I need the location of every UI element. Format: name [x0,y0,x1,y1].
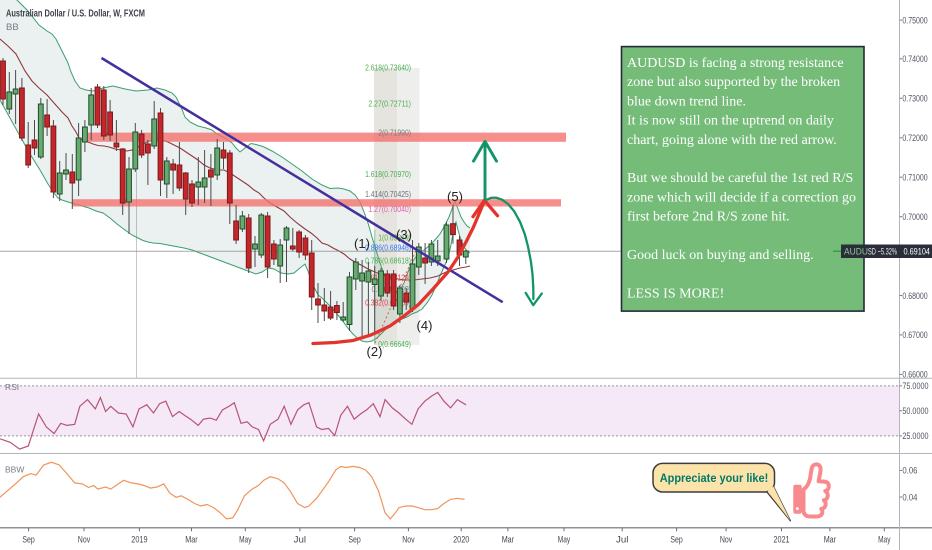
svg-text:Sep: Sep [22,535,34,545]
svg-text:Jul: Jul [616,535,628,545]
svg-text:Sep: Sep [348,535,360,545]
svg-text:zone which will decide if a co: zone which will decide if a correction g… [627,190,856,205]
svg-text:(1): (1) [354,236,370,251]
svg-text:Sep: Sep [670,535,682,545]
svg-text:0.68000: 0.68000 [902,291,927,301]
svg-text:(4): (4) [417,318,433,333]
svg-text:50.0000: 50.0000 [902,406,928,416]
svg-text:2019: 2019 [131,535,147,545]
svg-text:But we should be careful the 1: But we should be careful the 1st red R/S [627,171,853,186]
svg-text:0.72000: 0.72000 [902,133,927,143]
svg-text:2021: 2021 [773,535,789,545]
svg-text:Australian Dollar / U.S. Dolla: Australian Dollar / U.S. Dollar, W, FXCM [6,8,145,20]
svg-text:(2): (2) [367,344,383,359]
svg-text:0.382(0.67669): 0.382(0.67669) [365,298,411,308]
svg-text:1.414(0.70425): 1.414(0.70425) [365,189,411,199]
svg-text:May: May [558,535,571,545]
svg-text:0.786(0.68618): 0.786(0.68618) [365,256,411,266]
svg-text:zone but also supported by the: zone but also supported by the broken [627,75,840,90]
svg-text:BBW: BBW [5,465,24,475]
svg-text:LESS IS MORE!: LESS IS MORE! [627,286,724,301]
svg-text:0.67000: 0.67000 [902,330,927,340]
svg-text:AUDUSD is facing a strong resi: AUDUSD is facing a strong resistance [627,56,844,71]
svg-text:75.0000: 75.0000 [902,381,928,391]
svg-text:first before 2nd R/S zone hit.: first before 2nd R/S zone hit. [627,210,790,225]
svg-text:RSI: RSI [5,382,19,392]
svg-text:It is now still on the uptrend: It is now still on the uptrend on daily [627,114,834,129]
svg-text:SD −5.32%: SD −5.32% [868,246,897,256]
svg-text:0.06: 0.06 [902,466,917,476]
svg-text:25.0000: 25.0000 [902,431,928,441]
svg-text:0(0.66649): 0(0.66649) [378,339,411,349]
svg-text:chart, going alone with the re: chart, going alone with the red arrow. [627,133,837,148]
svg-text:(5): (5) [447,189,463,204]
svg-text:Nov: Nov [720,535,733,545]
svg-text:2.618(0.73640): 2.618(0.73640) [365,63,411,73]
svg-text:May: May [239,535,252,545]
svg-text:0.73000: 0.73000 [902,94,927,104]
svg-text:0.71000: 0.71000 [902,173,927,183]
svg-text:0.75000: 0.75000 [902,15,927,25]
svg-text:2.27(0.72711): 2.27(0.72711) [368,99,411,109]
svg-text:May: May [878,535,891,545]
svg-text:Appreciate your like!: Appreciate your like! [660,473,769,485]
svg-text:Jul: Jul [294,535,306,545]
svg-text:blue down trend line.: blue down trend line. [627,94,746,109]
svg-text:Good luck on buying and sellin: Good luck on buying and selling. [627,248,814,263]
svg-text:BB: BB [6,22,19,33]
svg-text:Nov: Nov [402,535,415,545]
svg-text:2(0.71990): 2(0.71990) [378,128,411,138]
svg-text:1.27(0.70040): 1.27(0.70040) [368,204,411,214]
svg-text:1.618(0.70970): 1.618(0.70970) [365,169,411,179]
svg-text:0.74000: 0.74000 [902,54,927,64]
svg-text:0.69104: 0.69104 [904,246,931,256]
svg-text:Nov: Nov [78,535,91,545]
svg-text:0.70000: 0.70000 [902,212,927,222]
svg-text:0.66000: 0.66000 [902,370,927,380]
svg-text:(3): (3) [396,227,412,242]
svg-text:AUDU: AUDU [844,246,868,256]
svg-text:0.886(0.68946): 0.886(0.68946) [365,243,411,253]
svg-text:2020: 2020 [453,535,469,545]
svg-text:Mar: Mar [824,535,836,545]
svg-text:Mar: Mar [502,535,514,545]
svg-text:0.04: 0.04 [902,492,917,502]
svg-text:Mar: Mar [185,535,197,545]
